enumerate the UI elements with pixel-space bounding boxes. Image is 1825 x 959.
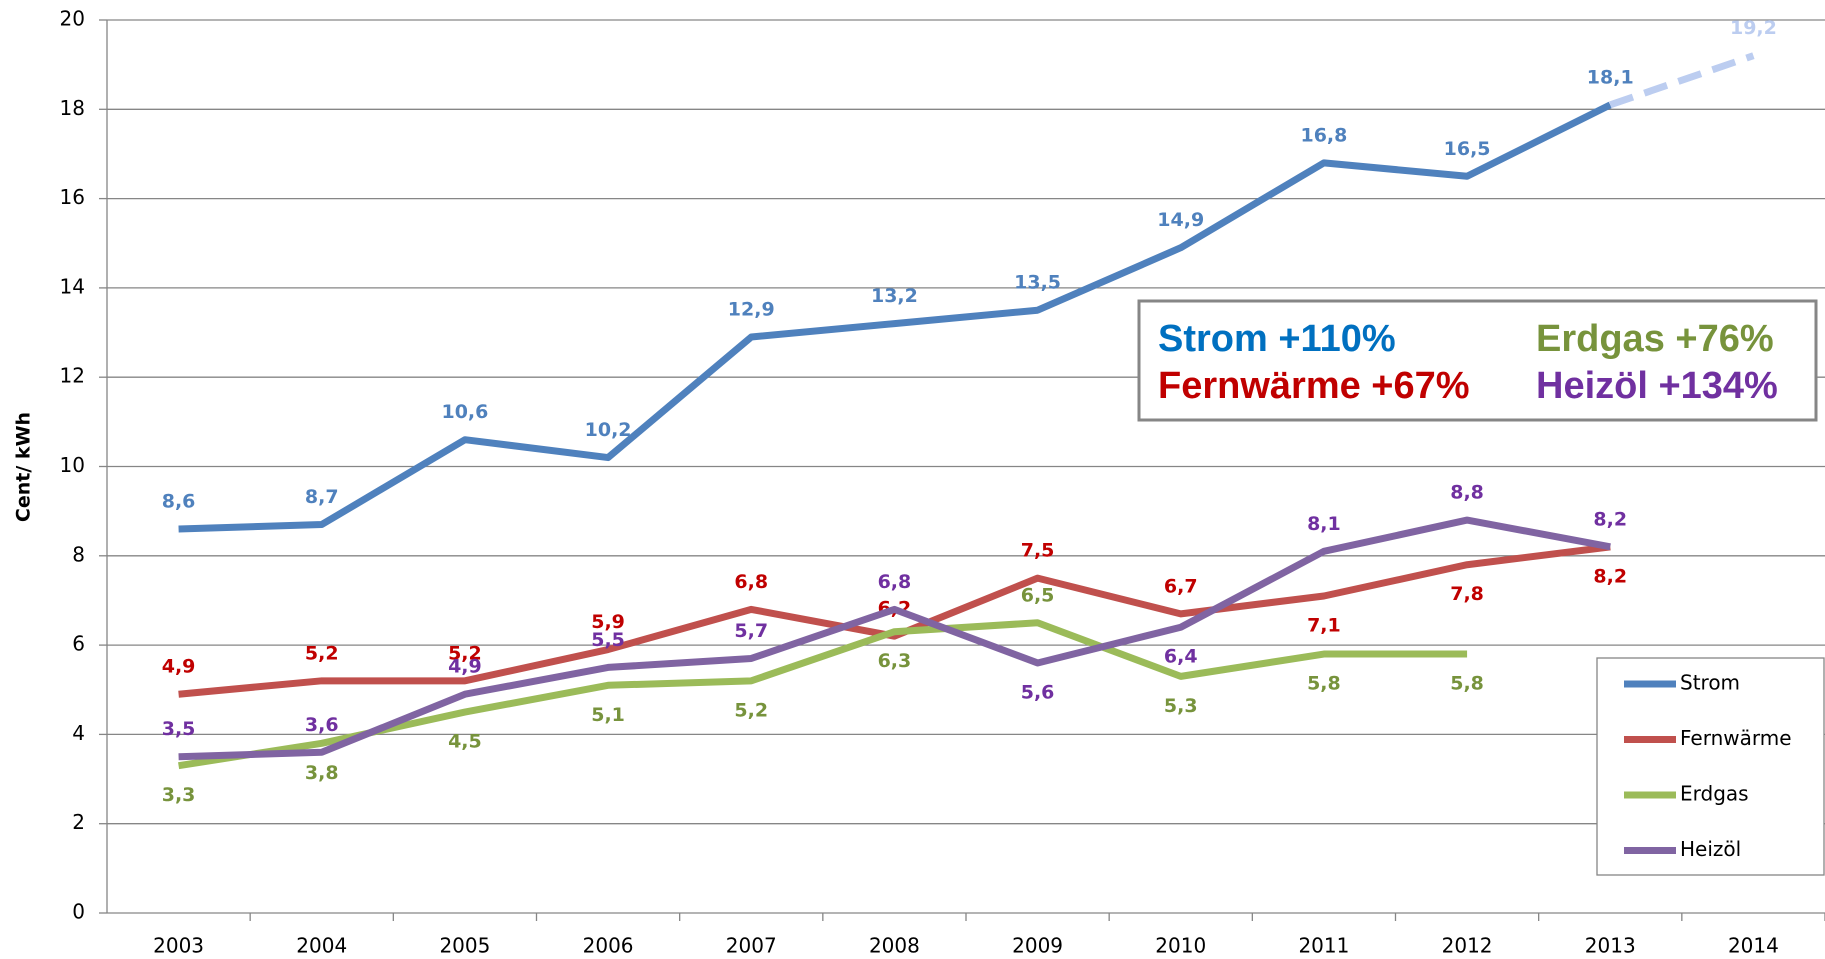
- data-label: 8,1: [1307, 513, 1341, 535]
- y-tick-label: 8: [72, 542, 85, 566]
- x-tick-label: 2005: [439, 934, 490, 958]
- data-label: 7,5: [1021, 540, 1055, 562]
- series-line: [178, 543, 1611, 698]
- y-tick-label: 4: [72, 721, 85, 745]
- annotation-box: [1137, 299, 1818, 422]
- data-label: 5,7: [734, 620, 768, 642]
- series-line: [178, 619, 1468, 770]
- data-label: 5,2: [305, 642, 339, 664]
- series-line: [178, 516, 1611, 761]
- data-label: 16,8: [1300, 124, 1347, 146]
- data-label: 18,1: [1587, 66, 1634, 88]
- data-label: 5,3: [1164, 695, 1198, 717]
- data-label: 4,9: [162, 656, 196, 678]
- y-tick-label: 16: [60, 185, 85, 209]
- x-tick-label: 2006: [583, 934, 634, 958]
- data-label: 3,3: [162, 784, 196, 806]
- data-label: 8,2: [1593, 508, 1627, 530]
- data-label: 6,8: [734, 571, 768, 593]
- data-label: 5,2: [448, 642, 482, 664]
- x-tick-label: 2009: [1012, 934, 1063, 958]
- data-label: 8,7: [305, 486, 339, 508]
- data-label: 6,5: [1021, 584, 1055, 606]
- legend-box: [1596, 657, 1825, 876]
- x-tick-label: 2010: [1155, 934, 1206, 958]
- data-label: 5,1: [591, 704, 625, 726]
- data-label: 3,6: [305, 714, 339, 736]
- y-tick-label: 6: [72, 632, 85, 656]
- data-label: 12,9: [728, 299, 775, 321]
- y-tick-label: 2: [72, 810, 85, 834]
- data-label: 5,5: [591, 629, 625, 651]
- data-label: 5,8: [1307, 673, 1341, 695]
- data-label: 3,8: [305, 762, 339, 784]
- data-label: 3,5: [162, 718, 196, 740]
- x-tick-label: 2004: [296, 934, 347, 958]
- data-label: 5,2: [734, 699, 768, 721]
- y-tick-label: 12: [60, 364, 85, 388]
- data-label: 13,2: [871, 285, 918, 307]
- legend-label: Strom: [1680, 671, 1740, 695]
- data-label: 19,2: [1730, 17, 1777, 39]
- y-tick-label: 10: [60, 453, 85, 477]
- data-label: 6,4: [1164, 646, 1198, 668]
- data-label: 8,6: [162, 491, 196, 513]
- x-tick-label: 2011: [1298, 934, 1349, 958]
- x-tick-label: 2008: [869, 934, 920, 958]
- data-label: 8,8: [1450, 482, 1484, 504]
- annotation: Erdgas +76%: [1536, 318, 1774, 360]
- data-label: 6,8: [878, 571, 912, 593]
- data-label: 6,7: [1164, 575, 1198, 597]
- data-label: 7,8: [1450, 583, 1484, 605]
- x-tick-label: 2012: [1442, 934, 1493, 958]
- x-tick-label: 2003: [153, 934, 204, 958]
- y-tick-label: 18: [60, 96, 85, 120]
- data-label: 10,6: [441, 401, 488, 423]
- projected-line: [1609, 52, 1755, 109]
- data-label: 13,5: [1014, 272, 1061, 294]
- data-label: 5,9: [591, 611, 625, 633]
- legend-label: Fernwärme: [1680, 726, 1792, 750]
- data-label: 5,8: [1450, 673, 1484, 695]
- data-label: 8,2: [1593, 565, 1627, 587]
- y-tick-label: 14: [60, 274, 85, 298]
- data-label: 16,5: [1444, 138, 1491, 160]
- data-label: 4,9: [448, 656, 482, 678]
- y-tick-label: 20: [60, 7, 85, 31]
- data-label: 6,3: [878, 650, 912, 672]
- annotation: Strom +110%: [1158, 318, 1396, 360]
- x-tick-label: 2014: [1728, 934, 1779, 958]
- series-line: [178, 101, 1612, 533]
- data-label: 14,9: [1157, 209, 1204, 231]
- x-tick-label: 2007: [726, 934, 777, 958]
- x-tick-label: 2013: [1585, 934, 1636, 958]
- data-label: 4,5: [448, 731, 482, 753]
- y-tick-label: 0: [72, 900, 85, 924]
- annotation: Heizöl +134%: [1536, 365, 1778, 407]
- annotation: Fernwärme +67%: [1158, 365, 1470, 407]
- data-label: 5,6: [1021, 681, 1055, 703]
- y-axis-label: Cent/ kWh: [13, 412, 35, 522]
- data-label: 10,2: [585, 419, 632, 441]
- data-label: 7,1: [1307, 614, 1341, 636]
- legend-label: Erdgas: [1680, 782, 1749, 806]
- legend-label: Heizöl: [1680, 837, 1741, 861]
